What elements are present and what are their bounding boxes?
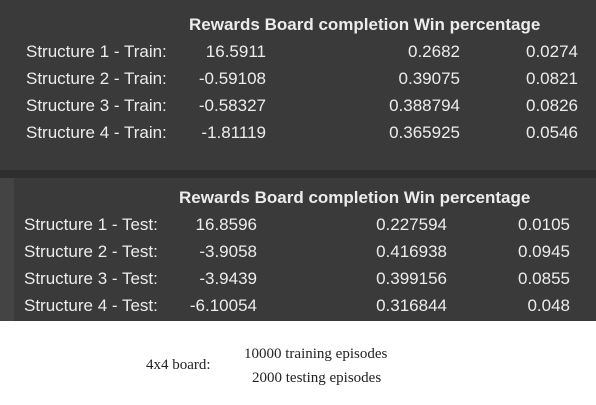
column-header-board-completion: Board completion (264, 15, 410, 34)
table-header-row: Rewards Board completion Win percentage (26, 11, 578, 38)
win-percentage-cell: 0.0546 (526, 123, 578, 142)
column-header-board-completion: Board completion (254, 188, 400, 207)
column-header-win-percentage: Win percentage (403, 188, 531, 207)
row-label: Structure 2 - Test: (24, 242, 158, 261)
table-row: Structure 4 - Train: -1.81119 0.365925 0… (26, 119, 578, 146)
row-label: Structure 3 - Train: (26, 96, 167, 115)
win-percentage-cell: 0.0274 (526, 42, 578, 61)
row-label: Structure 1 - Test: (24, 215, 158, 234)
board-completion-cell: 0.388794 (389, 96, 460, 115)
rewards-cell: -0.58327 (198, 96, 266, 115)
column-headers: Rewards Board completion Win percentage (187, 11, 578, 38)
rewards-cell: 16.5911 (205, 42, 266, 61)
table-header-row: Rewards Board completion Win percentage (24, 184, 570, 211)
panel-edge (0, 178, 14, 321)
win-percentage-cell: 0.0821 (526, 69, 578, 88)
row-label: Structure 3 - Test: (24, 269, 158, 288)
board-completion-cell: 0.416938 (376, 242, 447, 261)
rewards-cell: -6.10054 (189, 296, 257, 315)
row-label: Structure 4 - Train: (26, 123, 167, 142)
column-header-rewards: Rewards (179, 188, 250, 207)
table-row: Structure 3 - Train: -0.58327 0.388794 0… (26, 92, 578, 119)
table-row: Structure 3 - Test: -3.9439 0.399156 0.0… (24, 265, 570, 292)
board-size-caption: 4x4 board: (146, 357, 211, 373)
train-results-table: Rewards Board completion Win percentage … (26, 11, 578, 146)
table-row: Structure 4 - Test: -6.10054 0.316844 0.… (24, 292, 570, 319)
panel-divider (0, 170, 596, 178)
win-percentage-cell: 0.0855 (518, 269, 570, 288)
row-label: Structure 4 - Test: (24, 296, 158, 315)
train-results-panel (0, 0, 596, 170)
row-label-header (26, 11, 187, 38)
board-completion-cell: 0.399156 (376, 269, 447, 288)
training-episodes-caption: 10000 training episodes (244, 346, 388, 362)
column-headers: Rewards Board completion Win percentage (179, 184, 570, 211)
testing-episodes-caption: 2000 testing episodes (252, 370, 382, 386)
board-completion-cell: 0.316844 (376, 296, 447, 315)
rewards-cell: -3.9058 (199, 242, 257, 261)
board-completion-cell: 0.39075 (398, 69, 460, 88)
rewards-cell: -0.59108 (198, 69, 266, 88)
win-percentage-cell: 0.0105 (518, 215, 570, 234)
table-row: Structure 1 - Test: 16.8596 0.227594 0.0… (24, 211, 570, 238)
row-label-header (24, 184, 179, 211)
board-completion-cell: 0.365925 (389, 123, 460, 142)
row-label: Structure 2 - Train: (26, 69, 167, 88)
test-results-panel (0, 178, 596, 321)
table-row: Structure 2 - Train: -0.59108 0.39075 0.… (26, 65, 578, 92)
board-completion-cell: 0.227594 (376, 215, 447, 234)
win-percentage-cell: 0.0945 (518, 242, 570, 261)
test-results-table: Rewards Board completion Win percentage … (24, 184, 570, 319)
rewards-cell: -3.9439 (199, 269, 257, 288)
table-row: Structure 2 - Test: -3.9058 0.416938 0.0… (24, 238, 570, 265)
column-header-rewards: Rewards (189, 15, 260, 34)
row-label: Structure 1 - Train: (26, 42, 167, 61)
rewards-cell: -1.81119 (201, 123, 266, 142)
table-row: Structure 1 - Train: 16.5911 0.2682 0.02… (26, 38, 578, 65)
win-percentage-cell: 0.0826 (526, 96, 578, 115)
rewards-cell: 16.8596 (195, 215, 257, 234)
board-completion-cell: 0.2682 (408, 42, 460, 61)
column-header-win-percentage: Win percentage (413, 15, 541, 34)
win-percentage-cell: 0.048 (527, 296, 570, 315)
